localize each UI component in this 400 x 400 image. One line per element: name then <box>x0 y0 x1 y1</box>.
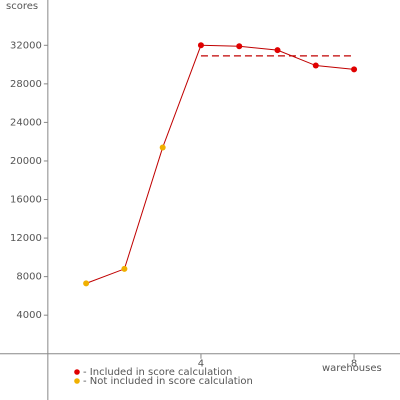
y-tick-label: 12000 <box>10 233 42 244</box>
y-tick-label: 4000 <box>16 310 41 321</box>
data-point <box>121 265 128 272</box>
data-point <box>197 42 204 49</box>
y-tick-label: 16000 <box>10 195 42 206</box>
data-line <box>85 44 355 284</box>
data-point <box>159 144 166 151</box>
data-point <box>351 66 358 73</box>
y-tick-label: 32000 <box>10 40 42 51</box>
y-tick-label: 28000 <box>10 79 42 90</box>
y-tick-label: 20000 <box>10 156 42 167</box>
legend-marker <box>74 369 80 375</box>
x-tick-label: 8 <box>351 359 357 370</box>
y-tick-label: 8000 <box>16 272 41 283</box>
data-point <box>312 62 319 69</box>
y-tick-label: 24000 <box>10 117 42 128</box>
legend-label: - Not included in score calculation <box>83 376 253 387</box>
y-axis-label: scores <box>6 1 38 12</box>
x-tick-label: 4 <box>198 359 204 370</box>
data-point <box>83 280 90 287</box>
legend-marker <box>74 378 80 384</box>
data-point <box>236 43 243 50</box>
data-point <box>274 47 281 54</box>
x-axis-label: warehouses <box>322 363 382 374</box>
legend-label: - Included in score calculation <box>83 367 232 378</box>
